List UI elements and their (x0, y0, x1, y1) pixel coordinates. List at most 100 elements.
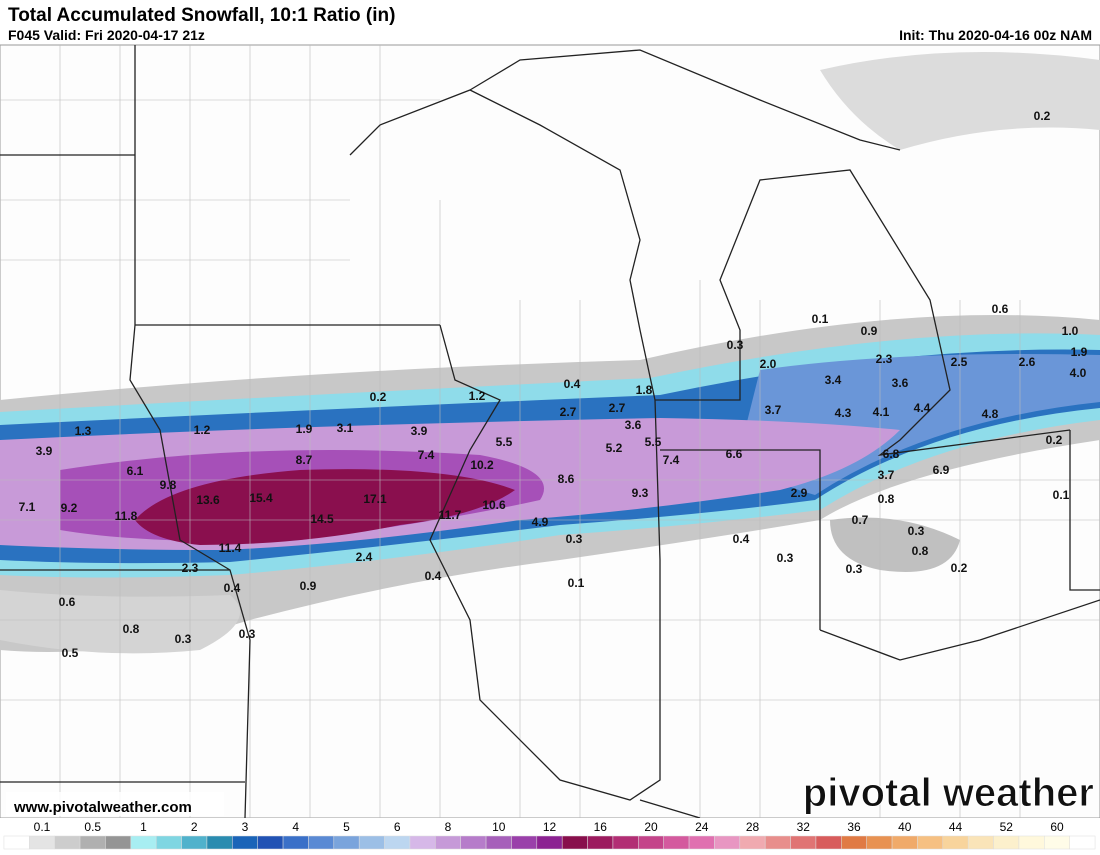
snow-label: 0.1 (1053, 488, 1070, 502)
snow-label: 11.8 (115, 509, 138, 523)
snow-label: 0.8 (912, 544, 929, 558)
colorbar-label: 40 (898, 820, 912, 834)
snow-label: 3.6 (625, 418, 642, 432)
snow-label: 1.3 (75, 424, 92, 438)
colorbar-swatch (308, 835, 335, 850)
snow-label: 3.6 (892, 376, 909, 390)
snow-label: 2.0 (760, 357, 777, 371)
snow-label: 0.6 (992, 302, 1009, 316)
snow-label: 7.1 (19, 500, 36, 514)
snow-label: 2.4 (356, 550, 373, 564)
snow-label: 4.9 (532, 515, 549, 529)
snow-label: 0.5 (62, 646, 79, 660)
snow-label: 0.7 (852, 513, 869, 527)
colorbar-swatch (739, 835, 766, 850)
snow-label: 4.3 (835, 406, 852, 420)
colorbar-swatch (866, 835, 893, 850)
colorbar-swatch (181, 835, 208, 850)
colorbar-swatch (232, 835, 258, 850)
snow-label: 15.4 (249, 491, 273, 505)
snow-labels: 0.2 0.6 0.1 0.9 1.0 0.3 1.9 2.0 2.3 2.5 2.6 4.0 0.4 3… (19, 109, 1088, 660)
snow-label: 1.9 (1071, 345, 1088, 359)
snow-label: 0.4 (733, 532, 750, 546)
colorbar-label: 12 (543, 820, 557, 834)
snow-label: 9.3 (632, 486, 649, 500)
snow-label: 4.0 (1070, 366, 1087, 380)
init-time: Init: Thu 2020-04-16 00z NAM (899, 27, 1092, 43)
colorbar-label: 24 (695, 820, 709, 834)
snow-label: 4.4 (914, 401, 931, 415)
colorbar-swatch (587, 835, 614, 850)
snow-label: 1.9 (296, 422, 313, 436)
snow-label: 10.2 (470, 458, 494, 472)
colorbar-label: 8 (445, 820, 452, 834)
colorbar-swatch (409, 835, 436, 850)
colorbar-swatch (1069, 835, 1096, 850)
colorbar-swatch (942, 835, 969, 850)
colorbar-label: 2 (191, 820, 198, 834)
snow-label: 10.6 (482, 498, 506, 512)
snow-label: 2.5 (951, 355, 968, 369)
snow-label: 4.1 (873, 405, 890, 419)
snow-label: 0.9 (300, 579, 317, 593)
colorbar-swatch (29, 835, 55, 850)
colorbar-label: 28 (746, 820, 760, 834)
title: Total Accumulated Snowfall, 10:1 Ratio (… (8, 5, 395, 26)
snow-label: 6.9 (933, 463, 950, 477)
snow-label: 6.8 (883, 447, 900, 461)
colorbar-swatch (105, 835, 132, 850)
valid-time: F045 Valid: Fri 2020-04-17 21z (8, 27, 205, 43)
colorbar-swatch (536, 835, 563, 850)
snow-label: 17.1 (363, 492, 387, 506)
colorbar-label: 60 (1050, 820, 1064, 834)
snow-label: 11.7 (439, 508, 462, 522)
colorbar-label: 6 (394, 820, 401, 834)
snow-label: 0.3 (175, 632, 192, 646)
colorbar-swatch (993, 835, 1020, 850)
colorbar-swatch (1044, 835, 1070, 850)
colorbar-label: 16 (594, 820, 608, 834)
snow-label: 13.6 (196, 493, 220, 507)
colorbar-swatch (206, 835, 233, 850)
colorbar-swatch (561, 835, 588, 850)
colorbar-label: 36 (847, 820, 861, 834)
snow-label: 6.6 (726, 447, 743, 461)
colorbar-swatch (714, 835, 741, 850)
colorbar-swatch (79, 835, 106, 850)
colorbar-swatch (54, 835, 81, 850)
colorbar-swatch (612, 835, 639, 850)
colorbar-label: 10 (492, 820, 506, 834)
logo: pivotal weather (803, 771, 1094, 815)
snow-label: 2.7 (560, 405, 577, 419)
colorbar-swatch (333, 835, 360, 850)
snow-label: 0.4 (564, 377, 581, 391)
snow-label: 1.2 (194, 423, 211, 437)
snow-label: 0.2 (370, 390, 387, 404)
snow-label: 1.8 (636, 383, 653, 397)
snow-label: 3.9 (411, 424, 428, 438)
url: www.pivotalweather.com (13, 799, 192, 816)
snow-label: 0.8 (123, 622, 140, 636)
snow-label: 0.2 (1046, 433, 1063, 447)
snow-label: 5.2 (606, 441, 623, 455)
colorbar-swatch (815, 835, 842, 850)
colorbar-swatch (130, 835, 157, 850)
snow-label: 0.2 (1034, 109, 1051, 123)
colorbar-label: 4 (292, 820, 299, 834)
colorbar-swatch (638, 835, 664, 850)
snow-label: 7.4 (418, 448, 435, 462)
snow-label: 11.4 (219, 541, 242, 555)
snow-label: 0.3 (908, 524, 925, 538)
colorbar-swatch (1018, 835, 1045, 850)
snow-label: 3.4 (825, 373, 842, 387)
snow-label: 0.1 (568, 576, 585, 590)
snow-label: 5.5 (645, 435, 662, 449)
snow-region (830, 517, 960, 572)
colorbar-label: 5 (343, 820, 350, 834)
snow-label: 14.5 (310, 512, 334, 526)
snow-label: 0.4 (425, 569, 442, 583)
snow-label: 8.7 (296, 453, 313, 467)
snow-label: 0.3 (777, 551, 794, 565)
snow-label: 2.9 (791, 486, 808, 500)
